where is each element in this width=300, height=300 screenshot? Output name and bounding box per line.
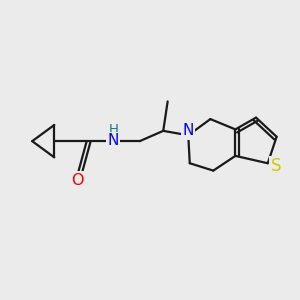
- Text: H: H: [108, 124, 118, 136]
- Text: O: O: [72, 172, 84, 188]
- Text: N: N: [107, 133, 119, 148]
- Text: S: S: [271, 157, 281, 175]
- Text: N: N: [183, 123, 194, 138]
